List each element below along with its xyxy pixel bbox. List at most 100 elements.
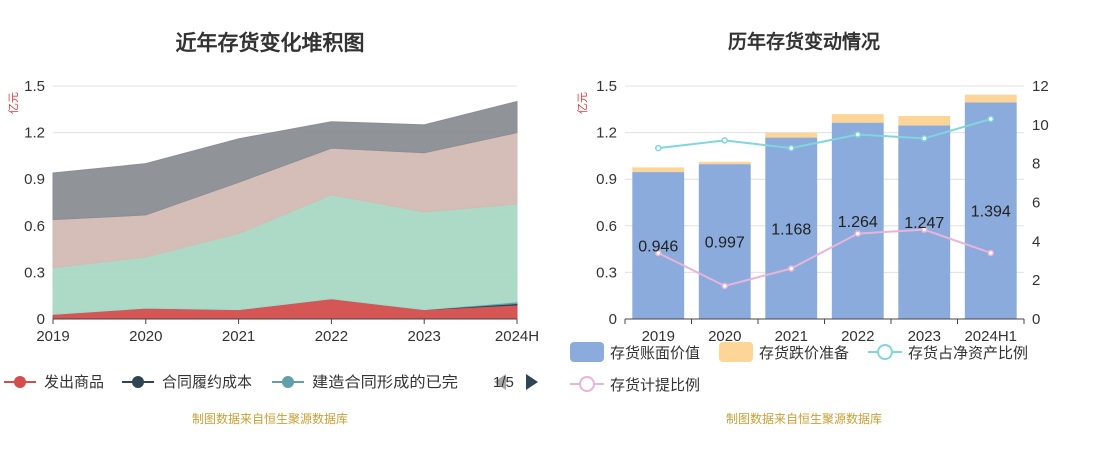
right-x-tick-label: 2020 — [708, 328, 741, 345]
area-series-gray — [52, 100, 518, 221]
left-source-note: 制图数据来自恒生聚源数据库 — [192, 411, 348, 426]
left-x-tick-label: 2022 — [315, 328, 348, 345]
line-point-line_ratio — [721, 137, 728, 144]
legend-item-hetong[interactable]: 合同履约成本 — [122, 374, 252, 391]
legend-circle-icon — [579, 376, 595, 392]
line-point-line_ratio — [788, 144, 795, 152]
line-point-line_provision — [721, 282, 728, 290]
legend-circle-icon — [877, 344, 893, 360]
bar-book-value — [765, 137, 818, 319]
bar-value-label: 0.997 — [705, 235, 745, 252]
right-y-tick-label: 0.9 — [596, 171, 617, 188]
bar-book-value — [964, 102, 1017, 319]
left-x-tick-label: 2024H — [495, 328, 539, 345]
bar-value-label: 1.394 — [971, 204, 1011, 221]
bar-book-value — [632, 172, 685, 319]
legend-item-fachu[interactable]: 发出商品 — [4, 374, 104, 391]
bar-book-value — [698, 164, 751, 319]
right-y-tick-label: 0.3 — [596, 264, 617, 281]
legend-label: 存货账面价值 — [610, 345, 700, 362]
right-x-tick-label: 2022 — [841, 328, 874, 345]
right-y2-tick-label: 2 — [1032, 272, 1040, 289]
bar-value-label: 0.946 — [638, 239, 678, 256]
bar-reserve — [765, 132, 818, 138]
left-chart-title: 近年存货变化堆积图 — [176, 31, 365, 55]
legend-swatch-icon — [719, 342, 753, 362]
right-unit-label: 亿元 — [576, 92, 589, 114]
bar-reserve — [898, 115, 951, 126]
legend-label: 存货跌价准备 — [759, 345, 849, 362]
right-y2-tick-label: 4 — [1032, 233, 1040, 250]
right-chart-title: 历年存货变动情况 — [728, 30, 880, 53]
left-axis: 0 0.3 0.6 0.9 1.2 1.5 2019 2020 2021 2022 2023 2024… — [24, 78, 539, 345]
bar-book-value — [831, 122, 884, 320]
left-y-tick-label: 0.9 — [24, 171, 45, 188]
right-axis: 0 0.3 0.6 0.9 1.2 1.5 0 2 4 6 8 10 12 2019 2020 2021 202… — [596, 78, 1049, 345]
right-y2-tick-label: 6 — [1032, 195, 1040, 212]
right-y2-tick-label: 12 — [1032, 78, 1049, 95]
legend-item-book-value[interactable]: 存货账面价值 — [570, 342, 700, 362]
legend-item-provision[interactable]: 存货计提比例 — [570, 376, 700, 394]
right-x-tick-label: 2019 — [642, 328, 675, 345]
line-series-line_provision — [657, 228, 992, 288]
line-point-line_provision — [788, 265, 795, 272]
legend-prev-arrow-icon[interactable] — [494, 374, 506, 390]
left-unit-label: 亿元 — [7, 92, 20, 114]
line-point-line_provision — [921, 226, 928, 233]
left-areas — [52, 100, 518, 320]
right-bars — [632, 94, 1017, 320]
legend-dot-icon — [282, 376, 294, 388]
right-x-tick-label: 2023 — [908, 328, 941, 345]
right-grid — [625, 85, 1024, 273]
right-y-tick-label: 1.5 — [596, 78, 617, 95]
legend-page-indicator: 1/5 — [493, 374, 514, 391]
right-y2-tick-label: 10 — [1032, 117, 1049, 134]
right-y-tick-label: 0 — [609, 311, 617, 328]
line-point-line_ratio — [655, 144, 662, 152]
right-legend: 存货账面价值 存货跌价准备 存货占净资产比例 存货计提比例 — [570, 342, 1028, 394]
right-x-tick-label: 2024H1 — [964, 328, 1017, 345]
bar-reserve — [698, 161, 751, 165]
legend-dot-icon — [14, 376, 26, 388]
legend-label: 存货占净资产比例 — [908, 345, 1028, 362]
right-y2-tick-label: 8 — [1032, 156, 1040, 173]
bar-value-label: 1.264 — [838, 214, 878, 231]
legend-item-jianzao[interactable]: 建造合同形成的已完 — [272, 374, 458, 391]
left-x-tick-label: 2020 — [129, 328, 162, 345]
right-bar-labels: 0.946 0.997 1.168 1.264 1.247 1.394 — [638, 204, 1011, 256]
bar-value-label: 1.247 — [904, 215, 944, 232]
bar-reserve — [964, 94, 1017, 103]
bar-reserve — [632, 167, 685, 173]
legend-item-ratio[interactable]: 存货占净资产比例 — [868, 344, 1028, 362]
bar-value-label: 1.168 — [771, 221, 811, 238]
line-series-line_ratio — [658, 118, 992, 150]
line-point-line_ratio — [987, 115, 994, 123]
right-y2-tick-label: 0 — [1032, 311, 1040, 328]
right-y-tick-label: 0.6 — [596, 218, 617, 235]
line-point-line_provision — [854, 230, 861, 237]
legend-dot-icon — [132, 376, 144, 388]
legend-label: 建造合同形成的已完 — [312, 374, 458, 391]
line-point-line_provision — [655, 249, 662, 257]
left-y-tick-label: 0.6 — [24, 218, 45, 235]
legend-item-reserve[interactable]: 存货跌价准备 — [719, 342, 849, 362]
legend-next-arrow-icon[interactable] — [526, 374, 538, 390]
bar-reserve — [831, 114, 884, 123]
legend-label: 合同履约成本 — [162, 374, 252, 391]
right-source-note: 制图数据来自恒生聚源数据库 — [726, 411, 882, 426]
right-lines — [655, 115, 994, 290]
line-point-line_provision — [987, 249, 994, 257]
left-y-tick-label: 1.5 — [24, 78, 45, 95]
bar-book-value — [898, 125, 951, 319]
legend-label: 发出商品 — [44, 374, 104, 391]
right-y-tick-label: 1.2 — [596, 125, 617, 142]
left-x-tick-label: 2019 — [36, 328, 69, 345]
legend-swatch-icon — [570, 342, 604, 362]
line-point-line_ratio — [921, 135, 928, 142]
left-x-tick-label: 2021 — [222, 328, 255, 345]
left-y-tick-label: 0 — [37, 311, 45, 328]
left-y-tick-label: 0.3 — [24, 264, 45, 281]
left-legend: 发出商品 合同履约成本 建造合同形成的已完 1/5 — [4, 374, 538, 391]
left-x-tick-label: 2023 — [408, 328, 441, 345]
